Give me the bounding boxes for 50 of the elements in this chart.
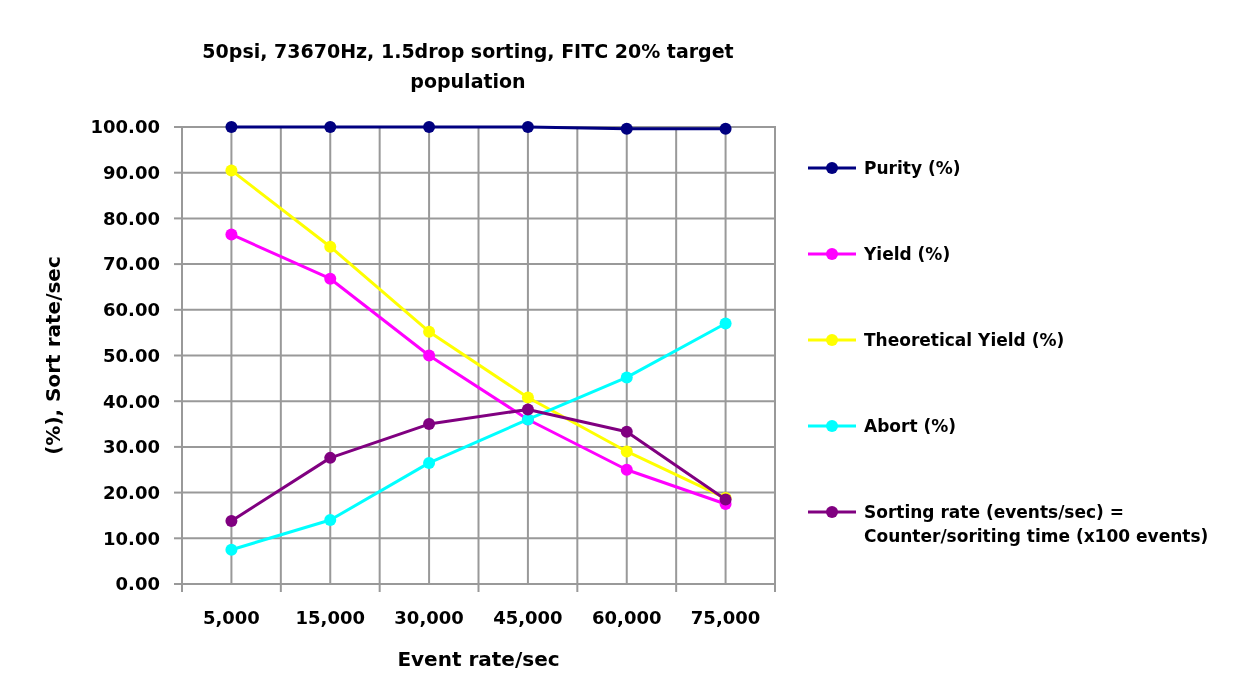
y-axis-title: (%), Sort rate/sec — [41, 256, 65, 455]
y-tick-label: 60.00 — [103, 299, 160, 321]
x-axis-title: Event rate/sec — [397, 647, 560, 671]
point — [225, 543, 238, 556]
point — [324, 240, 337, 253]
x-tick-label: 45,000 — [493, 607, 563, 628]
x-tick-label: 30,000 — [394, 607, 464, 628]
point — [423, 121, 436, 133]
point — [521, 121, 534, 133]
y-tick-label: 0.00 — [115, 573, 160, 595]
y-tick-label: 100.00 — [90, 116, 160, 138]
point — [324, 451, 337, 464]
point — [620, 463, 633, 476]
legend-label: Purity (%) — [864, 158, 961, 178]
point — [423, 418, 436, 431]
point — [521, 391, 534, 404]
point — [719, 122, 732, 135]
point — [521, 403, 534, 416]
y-tick-label: 70.00 — [103, 253, 160, 275]
legend-label: Abort (%) — [864, 416, 957, 436]
point — [423, 325, 436, 338]
legend-label: Yield (%) — [863, 244, 951, 264]
y-tick-label: 30.00 — [103, 436, 160, 458]
legend-label: Sorting rate (events/sec) = Counter/soriting time (x100 events) — [864, 502, 1209, 546]
point — [225, 121, 238, 133]
y-tick-label: 20.00 — [103, 481, 160, 503]
x-tick-label: 15,000 — [295, 607, 365, 628]
point — [324, 514, 337, 527]
point — [324, 121, 337, 133]
y-tick-label: 10.00 — [103, 527, 160, 549]
y-tick-label: 40.00 — [103, 390, 160, 412]
point — [423, 456, 436, 469]
chart-title: 50psi, 73670Hz, 1.5drop sorting, FITC 20% target population — [202, 40, 734, 92]
x-tick-label: 75,000 — [690, 607, 761, 628]
point — [225, 228, 238, 241]
point — [620, 425, 633, 438]
point — [620, 122, 633, 135]
point — [423, 349, 436, 362]
point — [324, 272, 337, 285]
y-tick-label: 50.00 — [103, 344, 160, 366]
point — [719, 317, 732, 330]
x-tick-label: 60,000 — [592, 607, 662, 628]
point — [620, 371, 633, 384]
point — [620, 445, 633, 458]
point — [225, 514, 238, 527]
y-tick-label: 80.00 — [103, 207, 160, 229]
legend-label: Theoretical Yield (%) — [864, 330, 1065, 350]
y-tick-label: 90.00 — [103, 162, 160, 183]
x-tick-label: 5,000 — [202, 607, 260, 628]
point — [225, 164, 238, 177]
